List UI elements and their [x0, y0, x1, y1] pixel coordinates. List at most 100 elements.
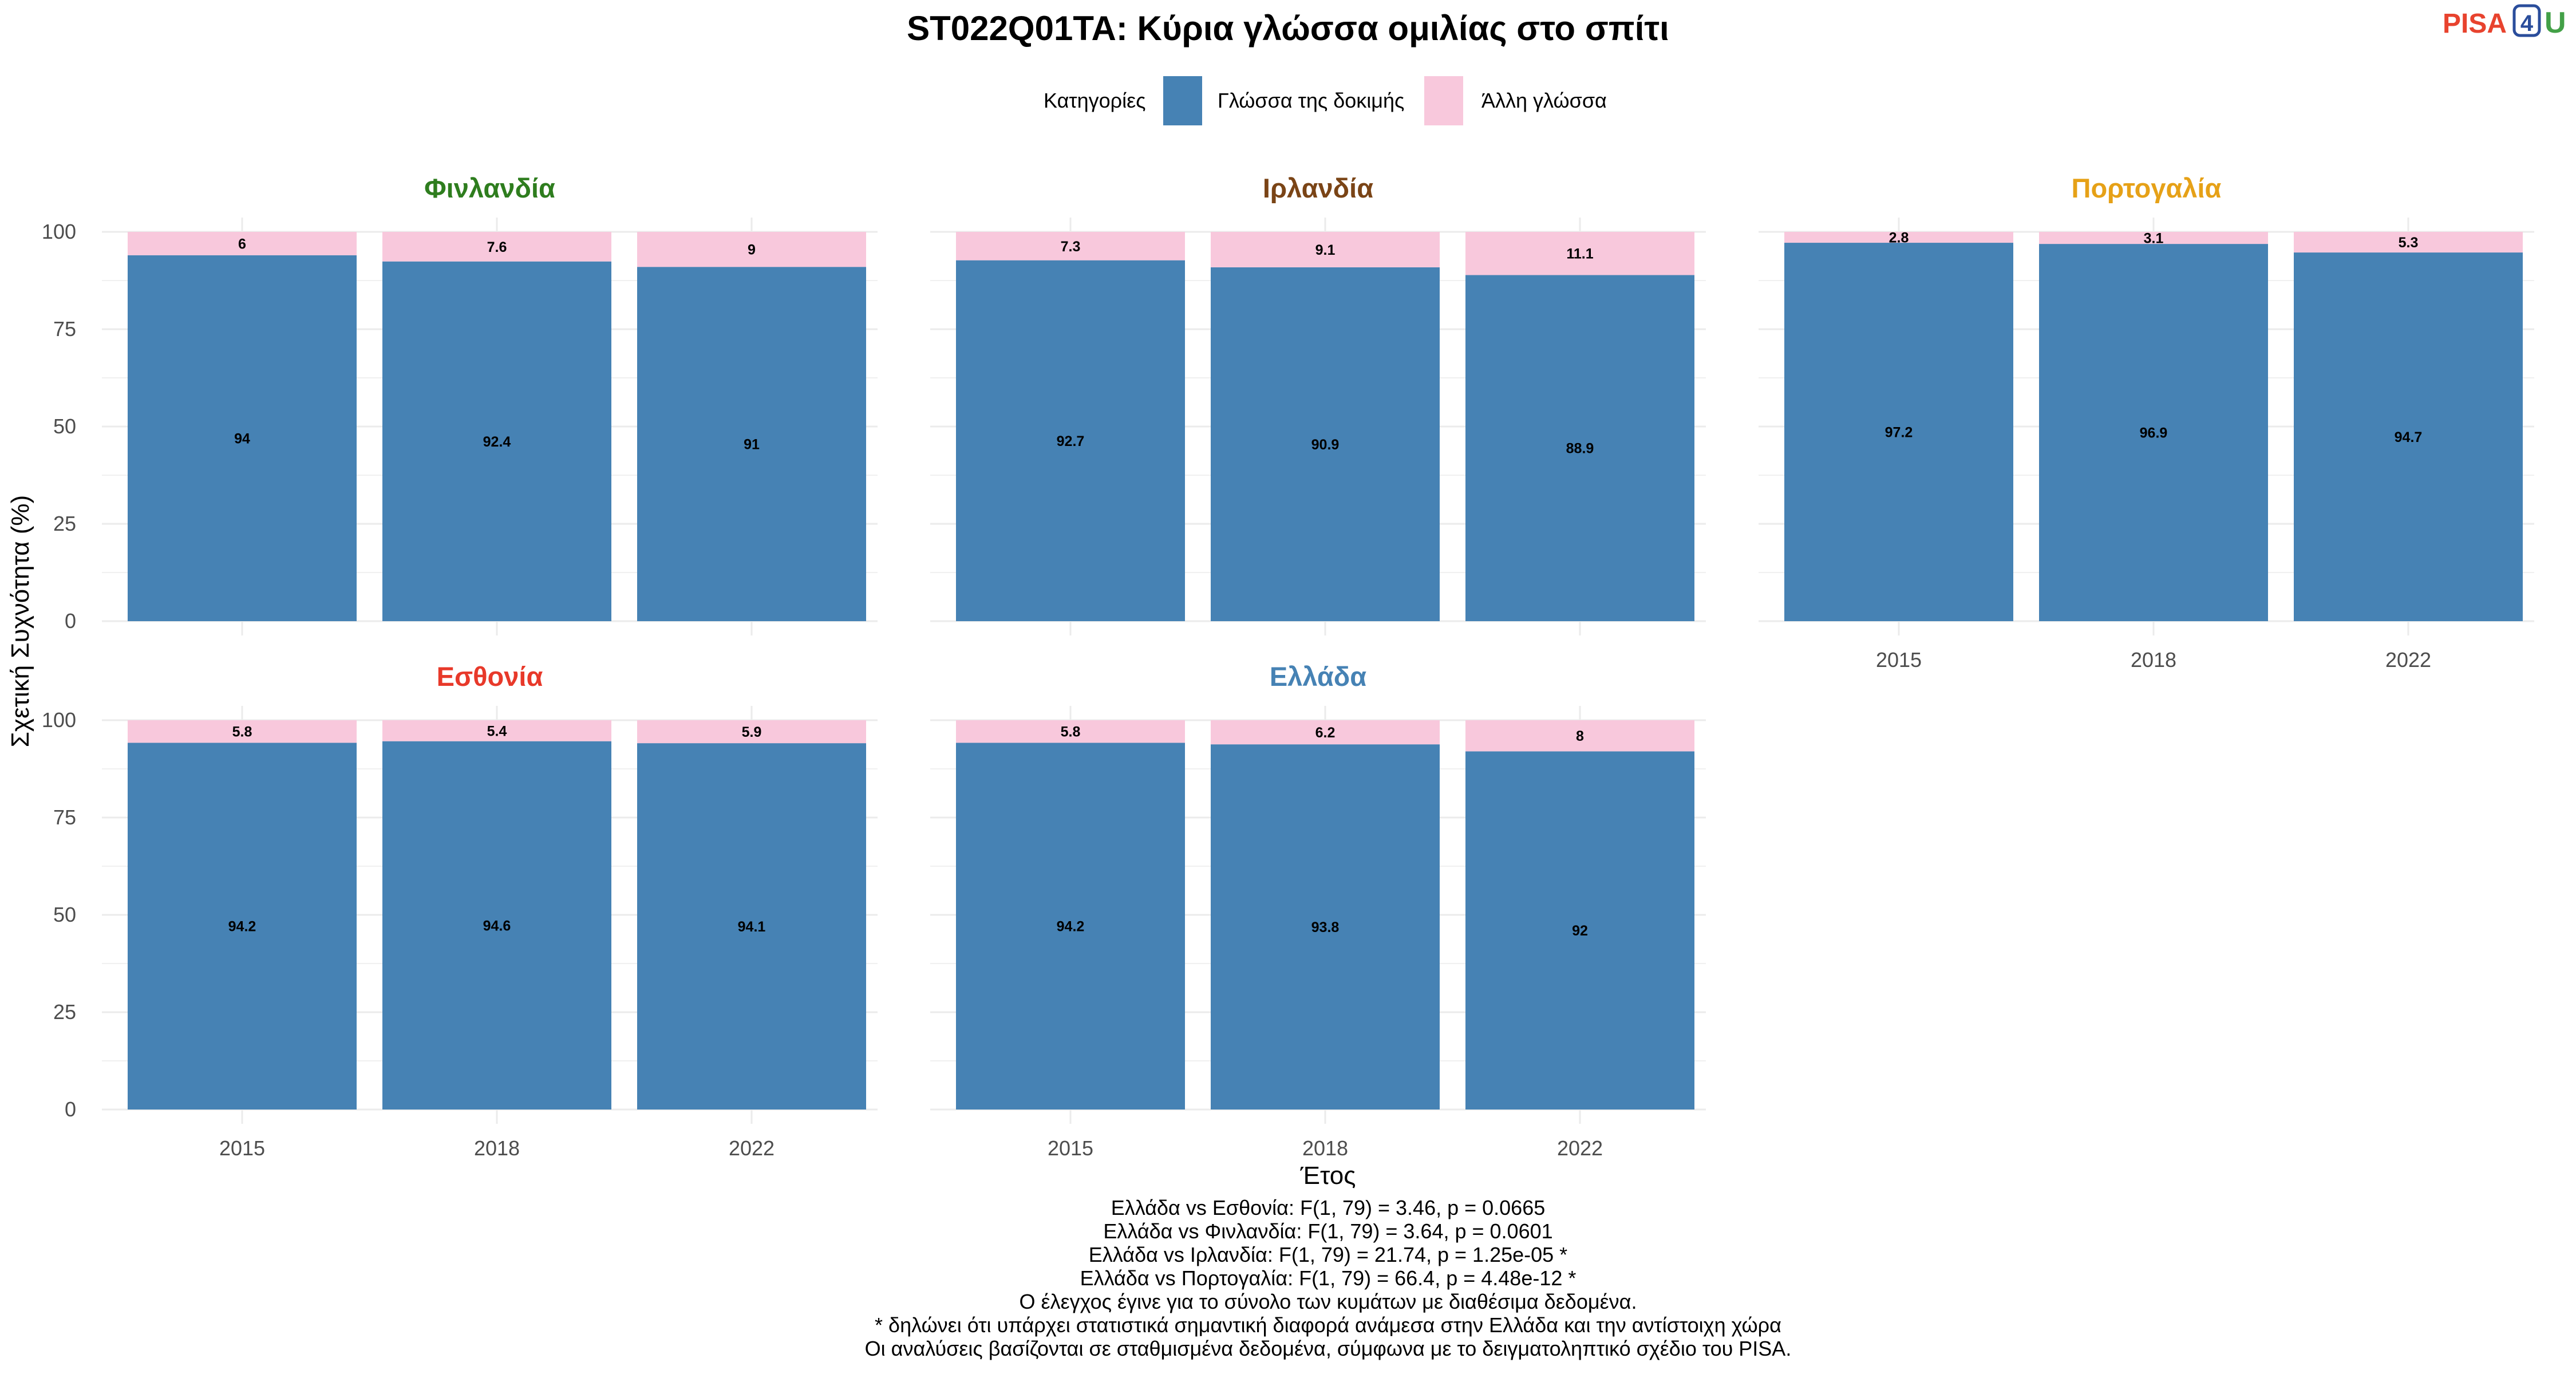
bar-test-language — [128, 255, 357, 621]
bar-test-language — [1465, 751, 1694, 1110]
data-label-test-language: 92.7 — [1057, 433, 1085, 449]
data-label-test-language: 92.4 — [483, 434, 511, 450]
legend: Κατηγορίες Γλώσσα της δοκιμής Άλλη γλώσσ… — [1044, 76, 1607, 125]
y-tick-label: 75 — [53, 806, 76, 829]
facets: Φινλανδία 0 25 50 75 100 94 6 92.4 7.6 91 9 Ιρλανδία… — [42, 173, 2534, 1160]
x-tick-label: 2018 — [2131, 648, 2176, 672]
bar-other-language — [382, 720, 611, 741]
facet-panel: Πορτογαλία 97.2 2.8 2015 96.9 3.1 2018 94.7 5.3 2… — [1759, 173, 2534, 672]
logo-text-u: U — [2545, 6, 2566, 40]
data-label-other-language: 11.1 — [1566, 246, 1593, 262]
y-tick-label: 75 — [53, 317, 76, 341]
caption-line-7: Οι αναλύσεις βασίζονται σε σταθμισμένα δ… — [865, 1337, 1792, 1360]
legend-label-other-language: Άλλη γλώσσα — [1481, 89, 1607, 112]
data-label-other-language: 5.8 — [232, 724, 252, 740]
facet-panel: Φινλανδία 0 25 50 75 100 94 6 92.4 7.6 91 9 — [42, 173, 878, 635]
bar-other-language — [637, 720, 866, 744]
data-label-test-language: 94.7 — [2395, 429, 2423, 445]
y-tick-label: 50 — [53, 414, 76, 438]
y-axis-title: Σχετική Συχνότητα (%) — [6, 495, 34, 748]
data-label-other-language: 3.1 — [2144, 231, 2164, 247]
bar-other-language — [1211, 720, 1440, 745]
data-label-other-language: 9.1 — [1315, 242, 1336, 258]
bar-test-language — [2039, 244, 2268, 622]
x-tick-label: 2015 — [1876, 648, 1922, 672]
x-tick-label: 2018 — [474, 1136, 520, 1160]
caption: Ελλάδα vs Εσθονία: F(1, 79) = 3.46, p = … — [865, 1196, 1792, 1360]
data-label-other-language: 5.4 — [487, 723, 507, 739]
data-label-other-language: 5.9 — [742, 724, 762, 740]
facet-panel: Εσθονία 0 25 50 75 100 94.2 5.8 2015 94.6 5.4 2018 9… — [42, 661, 878, 1160]
bar-test-language — [128, 743, 357, 1110]
x-tick-label: 2018 — [1302, 1136, 1348, 1160]
legend-swatch-test-language — [1163, 76, 1202, 125]
logo: PISA 4 U — [2443, 4, 2566, 40]
y-tick-label: 25 — [53, 1000, 76, 1024]
y-tick-label: 50 — [53, 903, 76, 926]
caption-line-4: Ελλάδα vs Πορτογαλία: F(1, 79) = 66.4, p… — [1080, 1266, 1577, 1290]
facet-title: Πορτογαλία — [2072, 173, 2222, 203]
data-label-test-language: 94.2 — [1057, 919, 1085, 935]
legend-title: Κατηγορίες — [1044, 89, 1146, 112]
facet-panel: Ελλάδα 94.2 5.8 2015 93.8 6.2 2018 92 8 2022 — [930, 661, 1706, 1160]
caption-line-6: * δηλώνει ότι υπάρχει στατιστικά σημαντι… — [875, 1313, 1781, 1337]
y-tick-label: 0 — [65, 1097, 76, 1121]
data-label-test-language: 97.2 — [1885, 425, 1913, 441]
caption-line-3: Ελλάδα vs Ιρλανδία: F(1, 79) = 21.74, p … — [1089, 1243, 1567, 1266]
x-tick-label: 2022 — [729, 1136, 775, 1160]
logo-text-4: 4 — [2520, 11, 2534, 36]
bar-test-language — [1465, 275, 1694, 622]
data-label-test-language: 88.9 — [1566, 441, 1594, 457]
data-label-test-language: 94 — [234, 431, 250, 447]
bar-test-language — [956, 743, 1185, 1110]
bar-other-language — [1784, 232, 2013, 243]
facet-title: Ελλάδα — [1270, 661, 1366, 692]
bar-other-language — [1465, 232, 1694, 275]
data-label-other-language: 9 — [748, 242, 756, 258]
bar-test-language — [637, 267, 866, 621]
bar-test-language — [2294, 252, 2523, 621]
facet-title: Εσθονία — [437, 661, 543, 692]
chart-title: ST022Q01TA: Κύρια γλώσσα ομιλίας στο σπί… — [907, 9, 1669, 48]
y-tick-label: 25 — [53, 512, 76, 535]
bar-other-language — [128, 720, 357, 743]
data-label-test-language: 94.1 — [738, 919, 766, 935]
caption-line-1: Ελλάδα vs Εσθονία: F(1, 79) = 3.46, p = … — [1111, 1196, 1546, 1219]
caption-line-5: Ο έλεγχος έγινε για το σύνολο των κυμάτω… — [1020, 1290, 1637, 1313]
data-label-other-language: 7.6 — [487, 239, 507, 255]
caption-line-2: Ελλάδα vs Φινλανδία: F(1, 79) = 3.64, p … — [1103, 1219, 1552, 1243]
data-label-other-language: 5.8 — [1061, 724, 1081, 740]
bar-test-language — [637, 743, 866, 1110]
bar-other-language — [1211, 232, 1440, 267]
data-label-test-language: 90.9 — [1311, 437, 1340, 453]
bar-test-language — [1784, 243, 2013, 621]
bar-other-language — [637, 232, 866, 267]
bar-other-language — [1465, 720, 1694, 752]
data-label-other-language: 5.3 — [2399, 235, 2419, 251]
logo-text-pisa: PISA — [2443, 9, 2507, 39]
bar-test-language — [1211, 267, 1440, 621]
x-tick-label: 2022 — [2385, 648, 2431, 672]
logo-badge — [2512, 4, 2541, 37]
y-tick-label: 100 — [42, 220, 76, 243]
facet-title: Ιρλανδία — [1263, 173, 1373, 203]
data-label-test-language: 93.8 — [1311, 919, 1340, 935]
x-tick-label: 2015 — [219, 1136, 265, 1160]
facet-panel: Ιρλανδία 92.7 7.3 90.9 9.1 88.9 11.1 — [930, 173, 1706, 635]
data-label-test-language: 94.2 — [228, 919, 256, 935]
facet-title: Φινλανδία — [424, 173, 555, 203]
y-tick-label: 100 — [42, 708, 76, 732]
bar-test-language — [382, 261, 611, 621]
data-label-other-language: 8 — [1576, 728, 1584, 744]
bar-other-language — [956, 232, 1185, 260]
bar-other-language — [2039, 232, 2268, 244]
bar-other-language — [128, 232, 357, 255]
bar-other-language — [956, 720, 1185, 743]
legend-swatch-other-language — [1424, 76, 1463, 125]
data-label-other-language: 6.2 — [1315, 725, 1336, 741]
x-axis-title: Έτος — [1300, 1162, 1356, 1190]
bar-test-language — [382, 741, 611, 1110]
data-label-other-language: 6 — [238, 236, 246, 252]
data-label-test-language: 92 — [1572, 923, 1588, 939]
